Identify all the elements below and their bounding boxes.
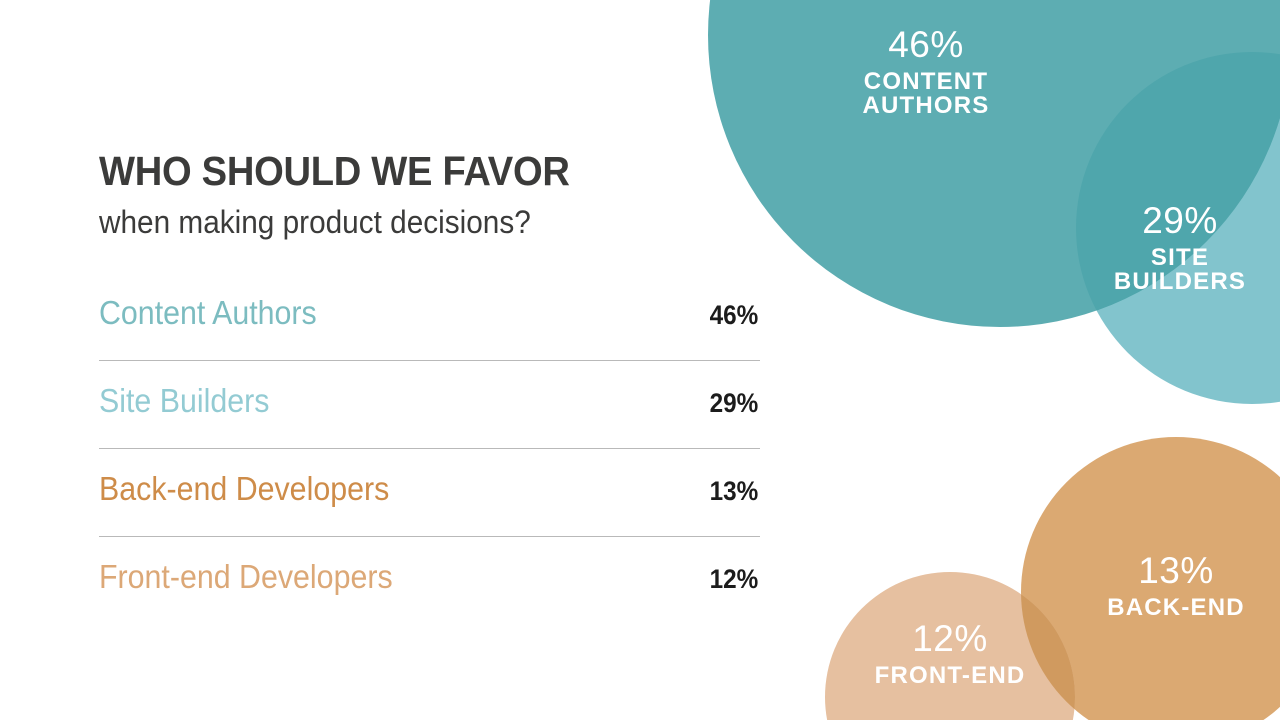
results-table: Content Authors 46% Site Builders 29% Ba… — [99, 273, 760, 625]
table-row: Back-end Developers 13% — [99, 449, 760, 537]
table-row-value: 12% — [709, 563, 759, 594]
content-block: WHO SHOULD WE FAVOR when making product … — [99, 148, 760, 625]
table-row-value: 29% — [709, 387, 759, 418]
table-row-value: 46% — [709, 299, 759, 330]
table-row: Site Builders 29% — [99, 361, 760, 449]
table-row: Content Authors 46% — [99, 273, 760, 361]
bubble-circle-front-end — [825, 572, 1075, 720]
bubble-circle-back-end — [1021, 437, 1280, 720]
page-subtitle: when making product decisions? — [99, 204, 531, 241]
table-row: Front-end Developers 12% — [99, 537, 760, 625]
table-row-value: 13% — [709, 475, 759, 506]
page-title: WHO SHOULD WE FAVOR — [99, 148, 570, 194]
table-row-label: Front-end Developers — [99, 557, 393, 595]
table-row-label: Back-end Developers — [99, 469, 390, 507]
table-row-label: Site Builders — [99, 381, 270, 419]
table-row-label: Content Authors — [99, 293, 317, 331]
